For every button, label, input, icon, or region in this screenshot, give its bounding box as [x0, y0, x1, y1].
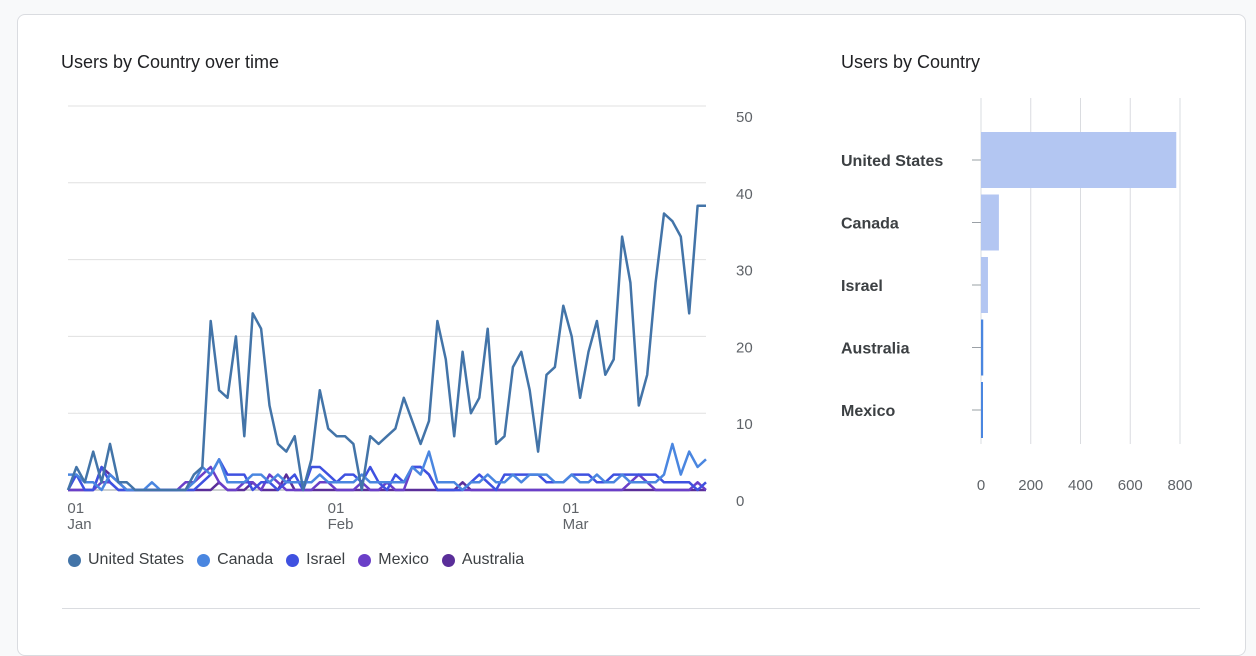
category-label: Canada — [841, 216, 899, 233]
x-tick-label: 01 — [328, 500, 345, 517]
legend-dot-icon — [68, 553, 81, 567]
divider — [62, 608, 1200, 609]
legend-item[interactable]: Mexico — [358, 551, 429, 569]
legend-label: Australia — [461, 551, 525, 568]
legend-label: Canada — [217, 551, 274, 568]
x-tick-label: 0 — [977, 477, 985, 494]
x-tick-label: 600 — [1118, 477, 1143, 494]
x-tick-label: 01 — [563, 500, 580, 517]
y-tick-label: 10 — [736, 416, 753, 433]
legend-label: Israel — [306, 551, 346, 568]
x-tick-label: 800 — [1167, 477, 1192, 494]
line-chart-title: Users by Country over time — [61, 52, 280, 72]
x-tick-label: 400 — [1068, 477, 1093, 494]
category-label: Mexico — [841, 403, 895, 420]
category-label: United States — [841, 153, 943, 170]
bar-israel[interactable] — [981, 257, 988, 313]
legend-label: Mexico — [378, 551, 429, 568]
legend-item[interactable]: United States — [68, 551, 184, 569]
y-tick-label: 20 — [736, 339, 753, 356]
legend-dot-icon — [197, 553, 211, 567]
legend-item[interactable]: Israel — [286, 551, 345, 569]
y-tick-label: 40 — [736, 186, 753, 203]
bar-australia[interactable] — [981, 319, 984, 376]
series-line-united-states[interactable] — [66, 204, 706, 492]
legend-item[interactable]: Canada — [197, 551, 273, 569]
x-tick-label: Jan — [67, 516, 91, 533]
y-tick-label: 50 — [736, 109, 753, 126]
category-label: Israel — [841, 278, 883, 295]
x-tick-label: Feb — [328, 516, 354, 533]
y-tick-label: 30 — [736, 263, 753, 280]
y-tick-label: 0 — [736, 493, 744, 510]
report-card — [17, 14, 1246, 656]
legend-label: United States — [88, 551, 185, 568]
legend-dot-icon — [358, 553, 372, 567]
legend-item[interactable]: Australia — [441, 551, 525, 569]
line-chart-legend: United States Canada Israel Mexico Australia — [68, 551, 537, 569]
legend-dot-icon — [286, 553, 300, 567]
x-tick-label: 01 — [67, 500, 84, 517]
x-tick-label: Mar — [563, 516, 589, 533]
category-label: Australia — [841, 341, 910, 358]
bar-united-states[interactable] — [981, 132, 1177, 188]
bar-canada[interactable] — [981, 194, 999, 251]
bar-mexico[interactable] — [981, 382, 983, 438]
bar-chart-title: Users by Country — [841, 52, 981, 72]
x-tick-label: 200 — [1018, 477, 1043, 494]
legend-dot-icon — [441, 553, 455, 567]
